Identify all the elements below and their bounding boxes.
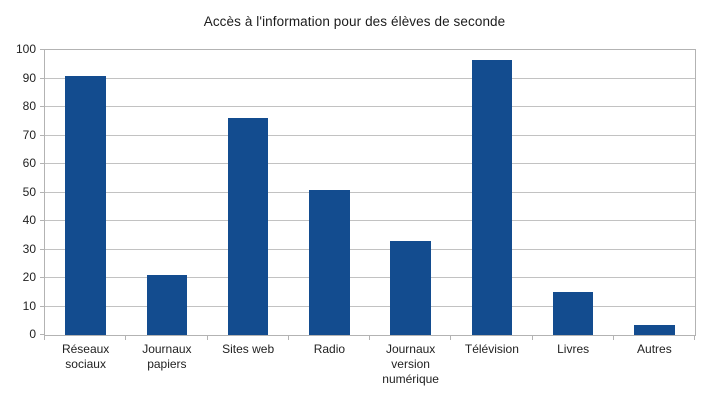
gridline (45, 220, 695, 221)
bar-radio (309, 189, 350, 335)
y-axis-tick-label: 30 (22, 241, 36, 256)
x-axis-label: Télévision (464, 342, 519, 356)
gridline (45, 191, 695, 193)
y-axis-tick-mark (40, 305, 45, 307)
y-axis-tick-label: 60 (22, 156, 36, 170)
gridline (45, 248, 695, 250)
y-axis-tick-mark (40, 248, 45, 250)
y-axis-tick-mark (40, 77, 45, 79)
x-axis-label: Journaux papiers (142, 342, 192, 371)
x-axis-tick-mark (369, 335, 370, 340)
x-axis-tick-mark (450, 335, 452, 340)
y-axis-tick-label: 70 (22, 127, 36, 142)
x-axis-tick-mark (612, 335, 614, 340)
x-axis-tick-mark (206, 335, 208, 340)
x-axis-tick-mark (287, 335, 289, 340)
x-axis-label: Sites web (222, 342, 275, 356)
y-axis-tick-mark (40, 220, 45, 221)
y-axis-tick-mark (40, 106, 45, 107)
gridline (45, 134, 695, 136)
x-axis-label: Radio (313, 342, 346, 356)
chart-title: Accès à l'information pour des élèves de… (203, 14, 506, 29)
x-axis-tick-mark (125, 335, 127, 340)
y-axis-tick-label: 0 (29, 327, 36, 341)
gridline (45, 305, 695, 307)
bar-sites-web (227, 118, 269, 335)
gridline (45, 106, 695, 107)
x-axis-label: Journaux version numérique (382, 342, 439, 386)
y-axis-tick-mark (40, 191, 45, 193)
y-axis-tick-mark (40, 277, 45, 278)
x-axis-tick-mark (531, 335, 533, 340)
y-axis-tick-label: 50 (22, 184, 36, 199)
bar-télévision (471, 59, 513, 335)
bar-journaux-papiers (146, 275, 188, 335)
y-axis-tick-label: 40 (22, 213, 36, 227)
x-axis-label: Réseaux sociaux (61, 342, 110, 371)
y-axis-tick-label: 20 (22, 270, 36, 284)
bar-livres (552, 292, 594, 335)
plot-area: 0 10 20 30 40 50 60 70 80 90 100 Réseaux sociaux Jou… (16, 42, 696, 386)
x-axis-label: Livres (557, 342, 590, 356)
y-axis-tick-mark (40, 49, 45, 50)
gridline (45, 77, 695, 79)
y-axis-tick-mark (40, 163, 45, 164)
gridline (45, 277, 695, 278)
bar-autres (634, 325, 675, 335)
gridline (45, 163, 695, 164)
x-axis-tick-mark (694, 335, 695, 340)
y-axis-tick-label: 100 (15, 42, 36, 56)
bar-réseaux-sociaux (65, 75, 106, 335)
y-axis-tick-mark (40, 334, 45, 335)
bar-journaux-version-numérique (390, 240, 431, 335)
y-axis-tick-label: 10 (22, 298, 36, 313)
y-axis-tick-label: 90 (22, 70, 36, 85)
y-axis-tick-mark (40, 134, 45, 136)
x-axis-tick-mark (44, 335, 45, 340)
x-axis-label: Autres (637, 342, 672, 356)
y-axis-tick-label: 80 (22, 99, 36, 113)
